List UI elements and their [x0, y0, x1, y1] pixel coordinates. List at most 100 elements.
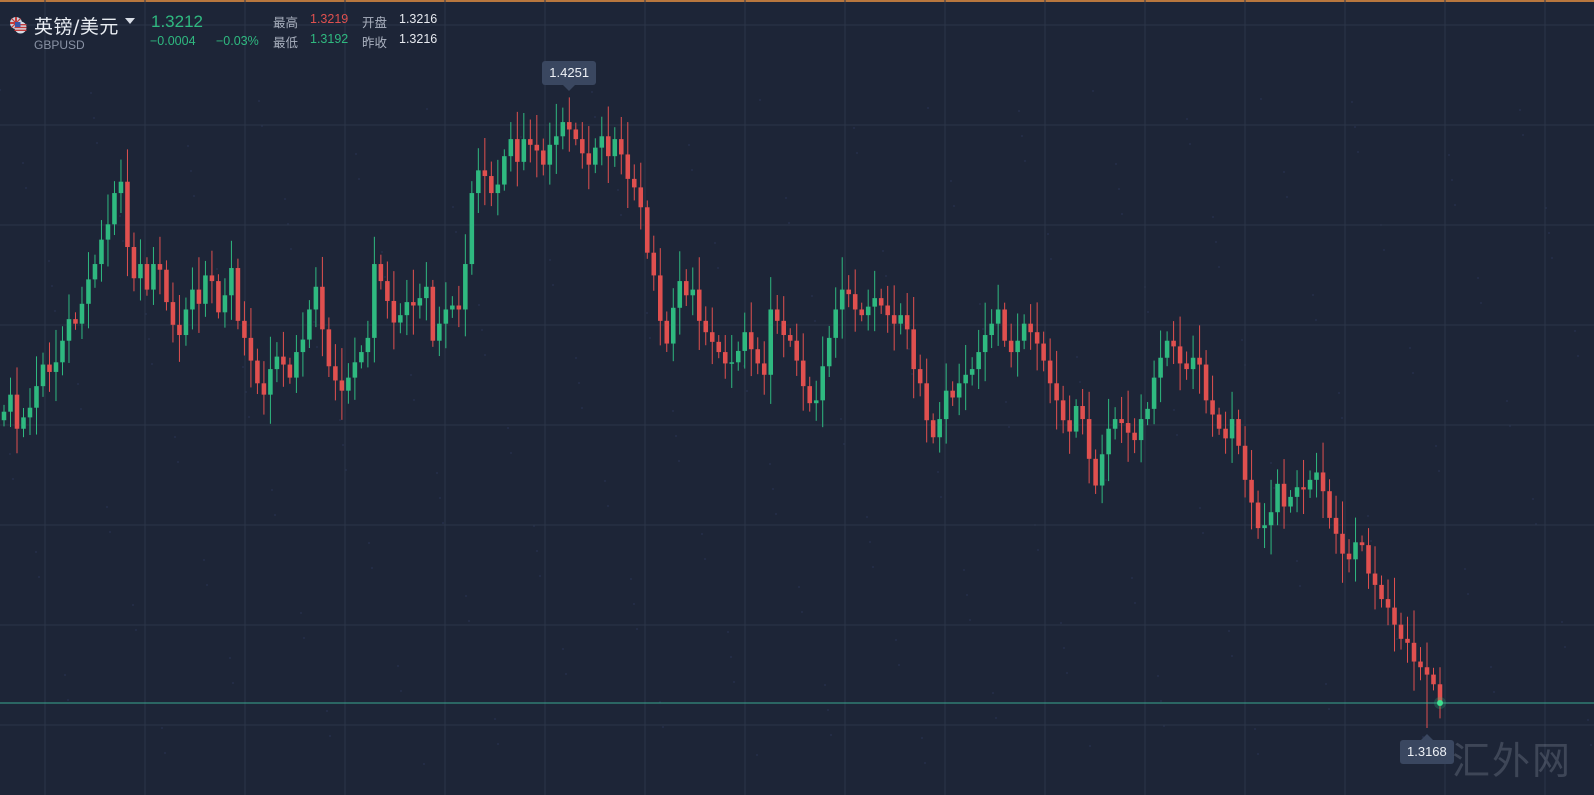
candle-body [190, 289, 195, 310]
map-dot [484, 354, 486, 356]
candle-body [177, 324, 182, 336]
candle-body [125, 181, 130, 248]
candle-body [989, 323, 994, 336]
map-dot [746, 390, 748, 392]
map-dot [1228, 630, 1230, 632]
map-dot [872, 566, 874, 568]
map-dot [995, 717, 997, 719]
map-dot [48, 260, 50, 262]
candle-body [1249, 479, 1254, 503]
map-dot [232, 682, 234, 684]
candle-body [645, 207, 650, 253]
candle-body [320, 286, 325, 330]
map-dot [1047, 233, 1049, 235]
candle-body [261, 383, 267, 395]
candle-body [508, 139, 514, 157]
map-dot [132, 604, 134, 606]
map-dot [717, 267, 719, 269]
candle-body [99, 239, 104, 265]
map-dot [1257, 753, 1259, 755]
candle-body [1197, 357, 1202, 365]
map-dot [1008, 426, 1010, 428]
map-dot [950, 180, 952, 182]
map-dot [562, 648, 564, 650]
candle-body [813, 400, 819, 404]
candle-body [365, 337, 371, 353]
candle-body [235, 268, 241, 321]
candle-body [846, 289, 851, 295]
candle-body [1125, 423, 1131, 433]
map-dot [675, 435, 677, 437]
map-dot [727, 631, 729, 633]
chevron-down-icon[interactable] [125, 18, 135, 24]
candle-body [1424, 667, 1430, 675]
candle-body [1405, 638, 1410, 643]
map-dot [90, 92, 92, 94]
candle-body [170, 302, 176, 325]
prev-close-value: 1.3216 [399, 32, 438, 46]
map-dot [455, 231, 457, 233]
candle-body [580, 139, 585, 154]
candle-body [735, 350, 741, 363]
candle-body [534, 144, 540, 151]
map-dot [756, 754, 758, 756]
map-dot [785, 197, 787, 199]
last-price: 1.3212 [151, 12, 203, 31]
price-change: −0.0004 [150, 34, 196, 48]
map-dot [578, 382, 580, 384]
candle-body [1353, 542, 1358, 560]
symbol-code: GBPUSD [34, 38, 85, 52]
map-dot [659, 701, 661, 703]
candle-body [1242, 445, 1248, 480]
candle-body [729, 362, 735, 364]
map-dot [242, 366, 244, 368]
candle-body [1346, 553, 1352, 560]
map-dot [1328, 708, 1330, 710]
candle-body [794, 340, 799, 361]
map-dot [620, 214, 622, 216]
candle-body [482, 170, 488, 177]
candle-body [138, 264, 143, 279]
candle-body [339, 380, 345, 391]
map-dot [229, 657, 231, 659]
candle-body [619, 139, 624, 155]
map-dot [672, 410, 674, 412]
candle-body [1333, 517, 1339, 534]
candle-body [222, 295, 228, 313]
low-label: 最低 [273, 35, 299, 50]
map-dot [1260, 98, 1262, 100]
candle-body [761, 363, 767, 375]
candle-body [521, 139, 527, 162]
map-dot [662, 726, 664, 728]
candle-body [1392, 607, 1397, 625]
prev-close-label: 昨收 [362, 35, 388, 50]
map-dot [1079, 381, 1081, 383]
candle-body [105, 224, 111, 240]
map-dot [830, 734, 832, 736]
candle-body [79, 303, 85, 324]
symbol-name[interactable]: 英镑/美元 [34, 16, 119, 38]
candle-body [53, 362, 59, 372]
map-dot [733, 681, 735, 683]
map-dot [963, 569, 965, 571]
candle-body [1002, 309, 1007, 341]
map-dot [258, 100, 260, 102]
map-dot [109, 531, 111, 533]
candle-body [586, 153, 592, 165]
candle-body [346, 377, 351, 391]
map-dot [371, 567, 373, 569]
candle-body [1190, 357, 1196, 370]
candle-body [1041, 343, 1046, 361]
candle-body [774, 309, 780, 321]
price-change-percent: −0.03% [216, 34, 259, 48]
map-dot [397, 665, 399, 667]
map-dot [1254, 728, 1256, 730]
map-dot [1522, 134, 1524, 136]
candle-body [359, 352, 364, 363]
candle-body [1093, 458, 1098, 486]
map-dot [827, 709, 829, 711]
candle-body [1301, 487, 1306, 490]
map-dot [1464, 568, 1466, 570]
candle-body [664, 320, 670, 344]
